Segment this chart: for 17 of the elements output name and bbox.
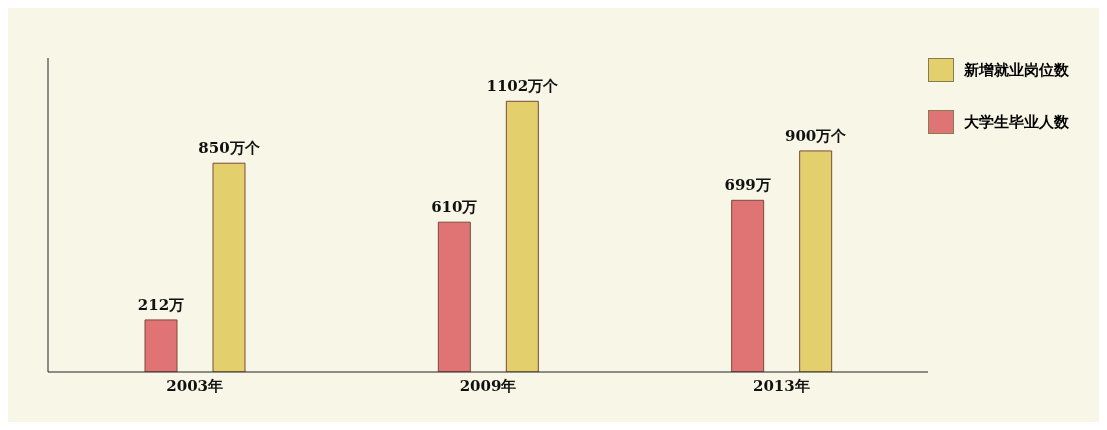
legend-label: 大学生毕业人数 bbox=[964, 112, 1069, 132]
data-label: 212万 bbox=[137, 295, 185, 314]
data-label: 900万个 bbox=[785, 126, 848, 145]
bar bbox=[144, 319, 178, 372]
data-label: 610万 bbox=[431, 198, 478, 217]
x-tick-label: 2009年 bbox=[459, 376, 517, 395]
bar bbox=[437, 221, 471, 372]
data-label: 699万 bbox=[724, 176, 771, 195]
legend-label: 新增就业岗位数 bbox=[964, 60, 1069, 80]
x-tick-label: 2013年 bbox=[752, 376, 810, 395]
bar bbox=[799, 150, 833, 372]
bar bbox=[212, 162, 246, 372]
bar bbox=[505, 100, 539, 372]
data-label: 850万个 bbox=[198, 139, 261, 158]
x-tick-label: 2003年 bbox=[166, 376, 224, 395]
data-label: 1102万个 bbox=[486, 77, 560, 96]
bar bbox=[731, 199, 765, 372]
